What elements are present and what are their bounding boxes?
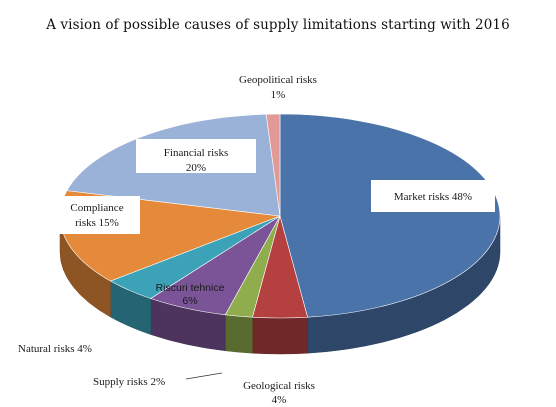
technical-label-line2: 6% bbox=[182, 295, 197, 307]
supply-label: Supply risks 2% bbox=[93, 376, 165, 388]
compliance-label-box bbox=[55, 196, 140, 234]
natural-label: Natural risks 4% bbox=[18, 343, 92, 355]
market-label: Market risks 48% bbox=[394, 191, 472, 203]
geopolitical-label-line2: 1% bbox=[271, 89, 286, 101]
compliance-label-line2: risks 15% bbox=[75, 217, 119, 229]
geological-label-line2: 4% bbox=[272, 394, 287, 406]
technical-label-line1: Riscuri tehnice bbox=[156, 282, 225, 294]
market-label-box bbox=[371, 180, 495, 212]
pie-slice-market-risks bbox=[279, 113, 501, 318]
compliance-label-line1: Compliance bbox=[70, 202, 123, 214]
financial-label-box bbox=[136, 139, 256, 173]
geological-label-line1: Geological risks bbox=[243, 380, 315, 392]
financial-label-line2: 20% bbox=[186, 162, 206, 174]
supply-leader-line bbox=[185, 372, 223, 380]
chart-title: A vision of possible causes of supply li… bbox=[46, 17, 510, 33]
pie-side-geological-risks bbox=[252, 316, 308, 355]
pie-side-supply-risks bbox=[225, 314, 253, 354]
financial-label-line1: Financial risks bbox=[164, 147, 228, 159]
pie-slice-geopolitical-risks bbox=[265, 113, 281, 217]
geopolitical-label-line1: Geopolitical risks bbox=[239, 74, 317, 86]
